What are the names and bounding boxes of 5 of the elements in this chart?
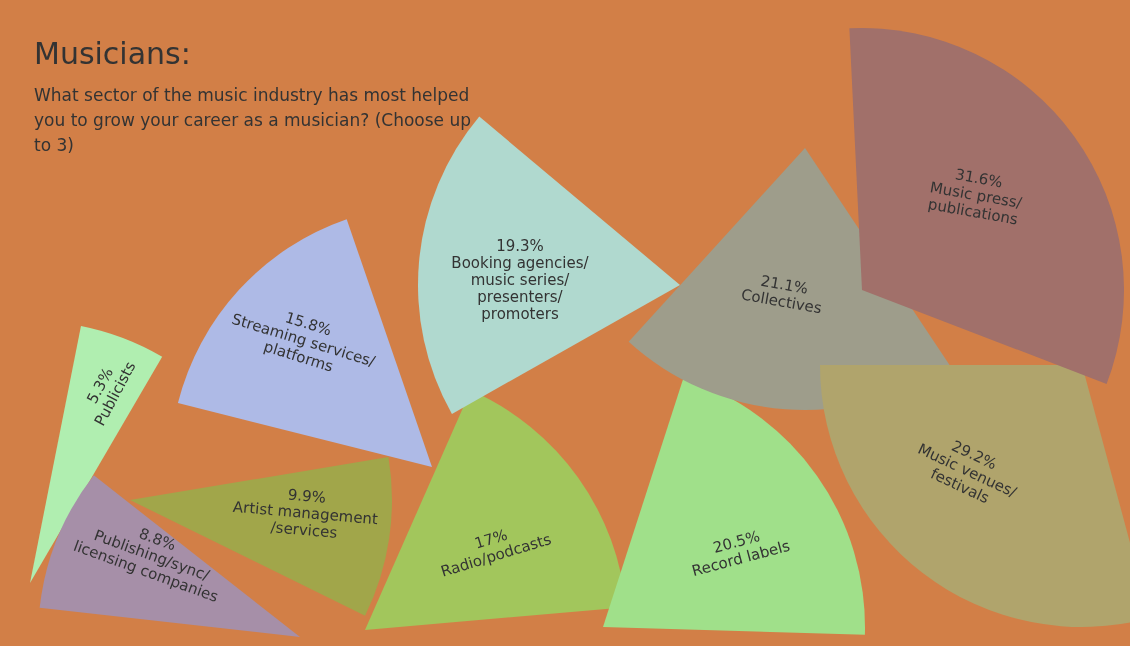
text: What sector of the music industry has most helped you to grow your career as a musician? (Choose up to 3) [34, 84, 472, 157]
data-label: 19.3% [496, 237, 544, 255]
text: Musicians: [34, 36, 192, 71]
data-label: 9.9% [287, 485, 327, 507]
category-label: Booking agencies/music series/presenters/promoters [451, 254, 590, 323]
